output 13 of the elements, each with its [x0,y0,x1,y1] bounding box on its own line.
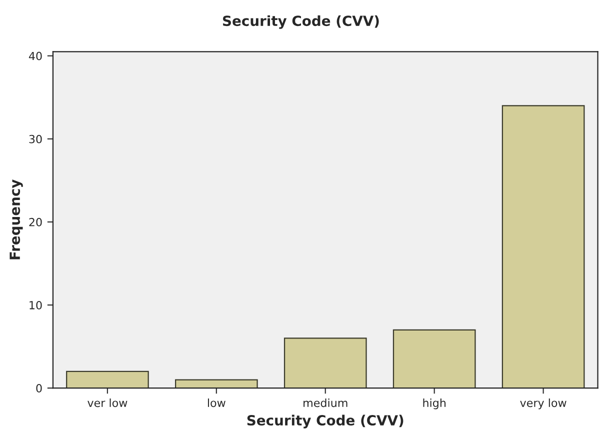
y-tick-label: 0 [36,384,42,392]
chart-title: Security Code (CVV) [222,15,379,29]
x-tick-label: medium [304,398,348,408]
x-tick-label: low [208,398,226,408]
x-tick-label: high [423,398,446,410]
y-tick-label: 40 [28,52,42,60]
x-axis-title: Security Code (CVV) [247,414,404,428]
y-axis-title: Frequency [10,179,23,260]
y-tick-label: 30 [29,134,42,144]
x-tick-label: ver low [88,398,128,408]
y-tick-label: 10 [30,300,42,310]
y-tick-label: 20 [29,218,42,226]
x-tick-label: very low [520,398,566,410]
